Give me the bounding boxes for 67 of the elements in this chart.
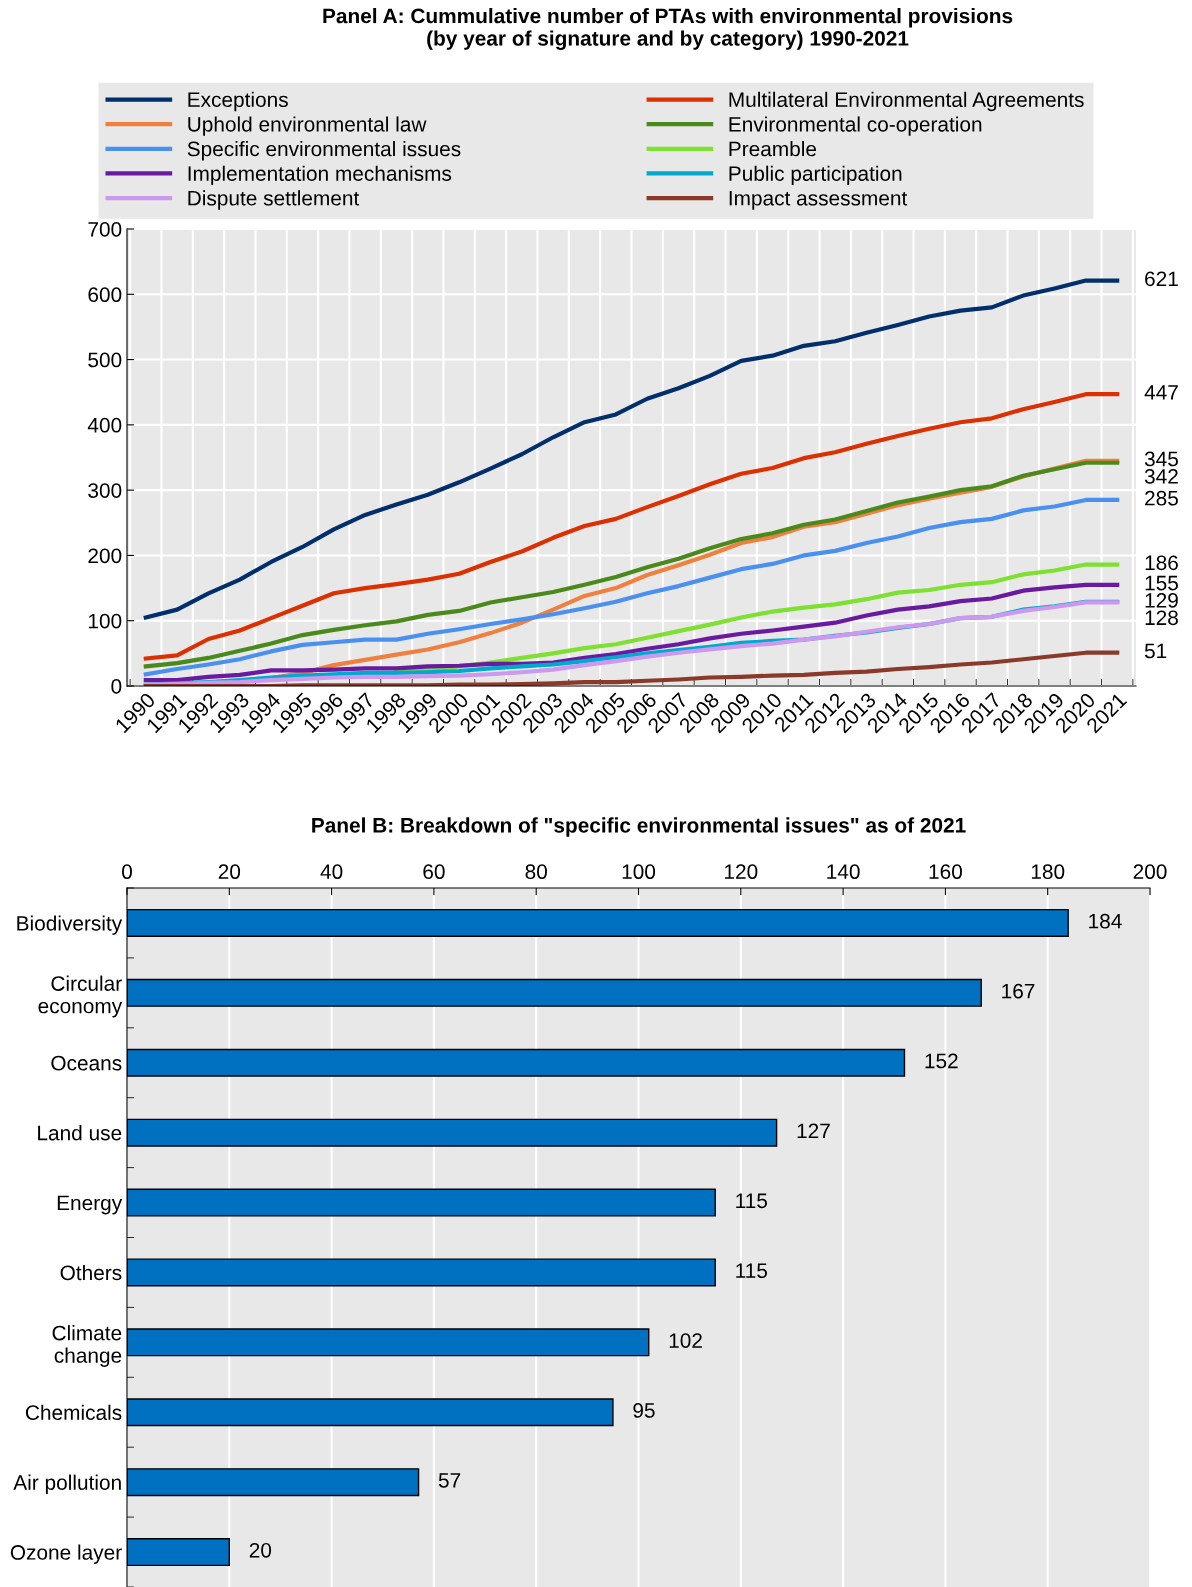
x-tick-label: 100	[622, 864, 656, 880]
data-label: 20	[249, 1542, 272, 1558]
legend-label: Uphold environmental law	[188, 116, 427, 136]
y-tick-label: Land use	[38, 1125, 122, 1141]
line-series	[143, 582, 1120, 683]
y-tick-label: 100	[88, 613, 122, 629]
legend-label: Specific environmental issues	[187, 141, 461, 161]
data-label: 184	[1089, 913, 1122, 929]
y-tick-label: 400	[87, 417, 122, 433]
line-series	[394, 562, 1120, 674]
data-label: 167	[1002, 983, 1035, 999]
x-tick-label: 160	[929, 864, 962, 880]
data-label: 128	[1145, 610, 1178, 626]
y-tick-label: 200	[88, 548, 122, 564]
legend-label: Dispute settlement	[188, 190, 360, 210]
x-tick-label: 200	[1133, 864, 1167, 880]
x-tick-label: 40	[320, 864, 343, 880]
chart-title: Panel B: Breakdown of "specific environmental issues" as of 2021	[312, 817, 966, 837]
y-tick-label: 600	[88, 287, 122, 303]
y-tick-label: 700	[88, 222, 122, 237]
data-label: 127	[797, 1123, 830, 1139]
data-label: 95	[633, 1403, 655, 1418]
y-tick-label: Ozone layer	[10, 1544, 122, 1564]
x-tick-label: 140	[827, 864, 860, 880]
line-series	[143, 497, 1120, 677]
data-label: 285	[1145, 490, 1178, 506]
data-label: 342	[1144, 468, 1178, 484]
x-tick-label: 180	[1031, 864, 1065, 880]
chart-title: Panel A: Cummulative number of PTAs with environmental provisions (by year of signature and by category) 1990-2021	[323, 8, 1013, 50]
legend-label: Environmental co-operation	[729, 116, 982, 136]
data-label: 447	[1144, 385, 1178, 400]
x-tick-label: 120	[725, 864, 758, 880]
y-tick-label: Energy	[57, 1195, 123, 1215]
y-tick-label: Climate change	[52, 1325, 122, 1367]
y-tick-label: Chemicals	[25, 1404, 122, 1420]
data-label: 621	[1145, 271, 1178, 287]
data-label: 186	[1145, 555, 1178, 571]
data-label: 345	[1144, 451, 1178, 467]
legend-label: Preamble	[729, 141, 817, 157]
data-label: 115	[736, 1263, 768, 1279]
y-tick-label: Oceans	[51, 1055, 122, 1071]
x-tick-label: 20	[218, 864, 241, 880]
data-label: 102	[669, 1333, 702, 1348]
y-tick-label: 300	[88, 483, 122, 498]
data-label: 155	[1145, 575, 1178, 591]
data-label: 57	[438, 1473, 461, 1488]
data-label: 152	[925, 1053, 958, 1069]
y-tick-label: 0	[111, 679, 122, 694]
legend-label: Exceptions	[188, 91, 288, 112]
data-label: 129	[1145, 593, 1178, 608]
legend-label: Public participation	[729, 165, 902, 186]
line-series	[143, 392, 1120, 661]
line-series	[143, 650, 1120, 686]
data-label: 51	[1144, 643, 1167, 659]
line-series	[143, 460, 1120, 669]
x-tick-label: 80	[525, 864, 547, 880]
y-tick-label: Circular economy	[38, 975, 123, 1018]
legend-label: Implementation mechanisms	[188, 165, 452, 186]
x-tick-label: 60	[423, 864, 445, 880]
y-tick-label: Others	[60, 1264, 122, 1281]
line-series	[143, 278, 1120, 620]
data-label: 115	[736, 1193, 768, 1209]
legend-label: Impact assessment	[729, 191, 908, 210]
y-tick-label: 500	[88, 352, 122, 368]
legend-label: Multilateral Environmental Agreements	[729, 91, 1084, 112]
y-tick-label: Air pollution	[13, 1474, 121, 1495]
y-tick-label: Biodiversity	[17, 915, 123, 935]
